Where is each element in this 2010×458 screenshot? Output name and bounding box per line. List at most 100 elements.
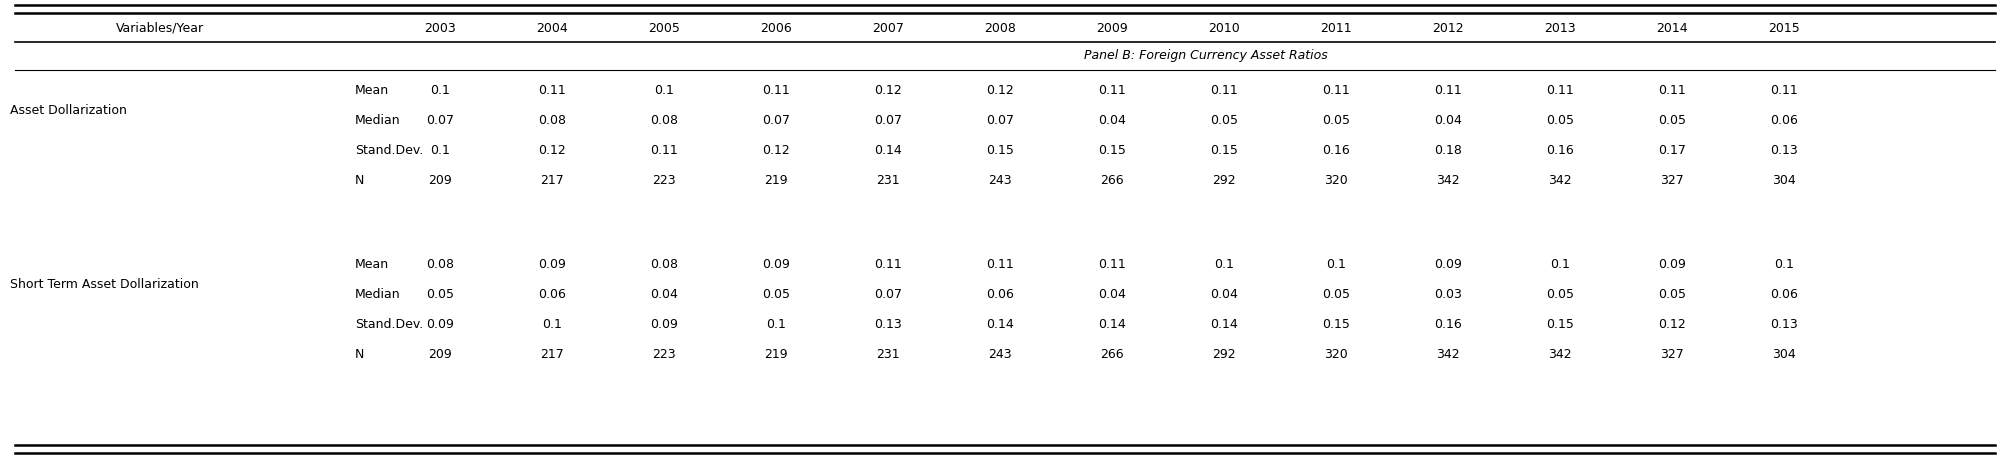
Text: 2008: 2008 bbox=[985, 22, 1015, 34]
Text: 2005: 2005 bbox=[647, 22, 679, 34]
Text: 0.08: 0.08 bbox=[649, 258, 677, 272]
Text: 0.07: 0.07 bbox=[874, 289, 902, 301]
Text: 0.16: 0.16 bbox=[1323, 143, 1351, 157]
Text: 231: 231 bbox=[876, 174, 900, 186]
Text: 0.08: 0.08 bbox=[426, 258, 454, 272]
Text: 0.16: 0.16 bbox=[1433, 318, 1461, 332]
Text: 0.11: 0.11 bbox=[1097, 83, 1126, 97]
Text: N: N bbox=[356, 174, 364, 186]
Text: Stand.Dev.: Stand.Dev. bbox=[356, 143, 424, 157]
Text: 0.08: 0.08 bbox=[539, 114, 567, 126]
Text: 0.07: 0.07 bbox=[874, 114, 902, 126]
Text: 0.03: 0.03 bbox=[1433, 289, 1461, 301]
Text: 0.05: 0.05 bbox=[426, 289, 454, 301]
Text: 0.05: 0.05 bbox=[1658, 114, 1686, 126]
Text: 0.08: 0.08 bbox=[649, 114, 677, 126]
Text: 0.09: 0.09 bbox=[426, 318, 454, 332]
Text: 0.15: 0.15 bbox=[1323, 318, 1351, 332]
Text: 266: 266 bbox=[1099, 174, 1124, 186]
Text: 0.05: 0.05 bbox=[1323, 289, 1351, 301]
Text: 0.14: 0.14 bbox=[1097, 318, 1126, 332]
Text: 0.1: 0.1 bbox=[1214, 258, 1234, 272]
Text: 304: 304 bbox=[1773, 349, 1795, 361]
Text: Variables/Year: Variables/Year bbox=[117, 22, 205, 34]
Text: 0.14: 0.14 bbox=[874, 143, 902, 157]
Text: 342: 342 bbox=[1437, 174, 1459, 186]
Text: 0.1: 0.1 bbox=[653, 83, 673, 97]
Text: 0.04: 0.04 bbox=[649, 289, 677, 301]
Text: 0.09: 0.09 bbox=[649, 318, 677, 332]
Text: 0.11: 0.11 bbox=[1433, 83, 1461, 97]
Text: 0.11: 0.11 bbox=[1546, 83, 1574, 97]
Text: 0.04: 0.04 bbox=[1097, 114, 1126, 126]
Text: 0.1: 0.1 bbox=[430, 83, 450, 97]
Text: 0.06: 0.06 bbox=[1771, 114, 1797, 126]
Text: 0.05: 0.05 bbox=[1323, 114, 1351, 126]
Text: 0.12: 0.12 bbox=[874, 83, 902, 97]
Text: 0.1: 0.1 bbox=[543, 318, 563, 332]
Text: 0.14: 0.14 bbox=[1210, 318, 1238, 332]
Text: 0.11: 0.11 bbox=[1323, 83, 1351, 97]
Text: 0.15: 0.15 bbox=[1546, 318, 1574, 332]
Text: 0.1: 0.1 bbox=[1327, 258, 1347, 272]
Text: 0.07: 0.07 bbox=[762, 114, 790, 126]
Text: 0.11: 0.11 bbox=[1210, 83, 1238, 97]
Text: 243: 243 bbox=[989, 349, 1011, 361]
Text: 243: 243 bbox=[989, 174, 1011, 186]
Text: 304: 304 bbox=[1773, 174, 1795, 186]
Text: 0.05: 0.05 bbox=[1210, 114, 1238, 126]
Text: 0.07: 0.07 bbox=[987, 114, 1013, 126]
Text: Stand.Dev.: Stand.Dev. bbox=[356, 318, 424, 332]
Text: 0.05: 0.05 bbox=[1546, 114, 1574, 126]
Text: 0.12: 0.12 bbox=[1658, 318, 1686, 332]
Text: 2006: 2006 bbox=[760, 22, 792, 34]
Text: 209: 209 bbox=[428, 349, 452, 361]
Text: 2009: 2009 bbox=[1095, 22, 1128, 34]
Text: 231: 231 bbox=[876, 349, 900, 361]
Text: Asset Dollarization: Asset Dollarization bbox=[10, 104, 127, 116]
Text: 2012: 2012 bbox=[1433, 22, 1463, 34]
Text: 0.09: 0.09 bbox=[1658, 258, 1686, 272]
Text: 0.13: 0.13 bbox=[1771, 143, 1797, 157]
Text: 0.09: 0.09 bbox=[762, 258, 790, 272]
Text: 0.11: 0.11 bbox=[1658, 83, 1686, 97]
Text: 266: 266 bbox=[1099, 349, 1124, 361]
Text: 0.12: 0.12 bbox=[539, 143, 567, 157]
Text: 0.11: 0.11 bbox=[539, 83, 567, 97]
Text: 0.05: 0.05 bbox=[762, 289, 790, 301]
Text: 2011: 2011 bbox=[1321, 22, 1353, 34]
Text: 0.05: 0.05 bbox=[1546, 289, 1574, 301]
Text: 2007: 2007 bbox=[872, 22, 904, 34]
Text: 0.1: 0.1 bbox=[430, 143, 450, 157]
Text: Median: Median bbox=[356, 289, 400, 301]
Text: 0.13: 0.13 bbox=[1771, 318, 1797, 332]
Text: 2014: 2014 bbox=[1656, 22, 1688, 34]
Text: 327: 327 bbox=[1660, 349, 1684, 361]
Text: 223: 223 bbox=[651, 349, 675, 361]
Text: 0.06: 0.06 bbox=[1771, 289, 1797, 301]
Text: 219: 219 bbox=[764, 174, 788, 186]
Text: 0.15: 0.15 bbox=[1210, 143, 1238, 157]
Text: 0.17: 0.17 bbox=[1658, 143, 1686, 157]
Text: 0.04: 0.04 bbox=[1210, 289, 1238, 301]
Text: 0.11: 0.11 bbox=[874, 258, 902, 272]
Text: Mean: Mean bbox=[356, 258, 390, 272]
Text: 0.15: 0.15 bbox=[987, 143, 1013, 157]
Text: 0.07: 0.07 bbox=[426, 114, 454, 126]
Text: Mean: Mean bbox=[356, 83, 390, 97]
Text: 2013: 2013 bbox=[1544, 22, 1576, 34]
Text: 342: 342 bbox=[1548, 174, 1572, 186]
Text: 0.11: 0.11 bbox=[762, 83, 790, 97]
Text: 320: 320 bbox=[1325, 174, 1349, 186]
Text: 342: 342 bbox=[1548, 349, 1572, 361]
Text: 0.11: 0.11 bbox=[987, 258, 1013, 272]
Text: 219: 219 bbox=[764, 349, 788, 361]
Text: 2003: 2003 bbox=[424, 22, 456, 34]
Text: 2015: 2015 bbox=[1769, 22, 1799, 34]
Text: 0.12: 0.12 bbox=[987, 83, 1013, 97]
Text: 0.16: 0.16 bbox=[1546, 143, 1574, 157]
Text: Median: Median bbox=[356, 114, 400, 126]
Text: 292: 292 bbox=[1212, 174, 1236, 186]
Text: 0.04: 0.04 bbox=[1097, 289, 1126, 301]
Text: 0.12: 0.12 bbox=[762, 143, 790, 157]
